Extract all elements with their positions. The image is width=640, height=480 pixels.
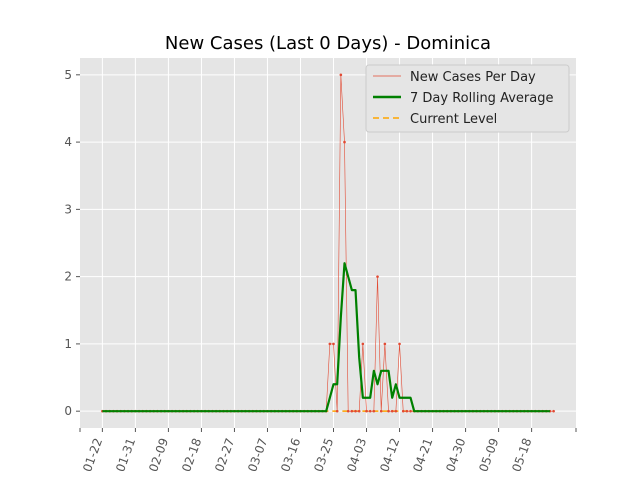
new-cases-point	[354, 409, 357, 413]
new-cases-point	[379, 409, 383, 413]
new-cases-point	[394, 409, 398, 413]
series-rolling-average-line	[102, 262, 550, 413]
legend-label-new-cases: New Cases Per Day	[410, 70, 536, 85]
y-tick-label: 5	[64, 68, 72, 82]
y-tick-label: 1	[64, 337, 72, 351]
grid	[80, 58, 576, 428]
new-cases-point	[552, 409, 555, 413]
legend-label-rolling-average: 7 Day Rolling Average	[410, 91, 553, 106]
y-tick-label: 4	[64, 135, 72, 149]
new-cases-point	[365, 409, 368, 413]
legend-label-current-level: Current Level	[410, 112, 497, 127]
new-cases-point	[390, 409, 394, 413]
new-cases-point	[328, 342, 332, 346]
new-cases-point	[332, 342, 335, 346]
new-cases-point	[409, 409, 412, 413]
new-cases-point	[339, 73, 343, 77]
new-cases-point	[387, 409, 390, 413]
new-cases-point	[398, 342, 401, 346]
legend: New Cases Per Day 7 Day Rolling Average …	[365, 64, 570, 133]
y-tick-label: 2	[64, 270, 72, 284]
new-cases-point	[383, 342, 387, 346]
new-cases-point	[361, 342, 365, 346]
new-cases-point	[350, 409, 354, 413]
new-cases-point	[372, 409, 376, 413]
new-cases-point	[346, 409, 350, 413]
new-cases-point	[335, 409, 339, 413]
new-cases-point	[343, 140, 346, 144]
new-cases-point	[368, 409, 372, 413]
chart-title: New Cases (Last 0 Days) - Dominica	[165, 33, 491, 54]
legend-box	[365, 64, 570, 133]
new-cases-point	[401, 409, 405, 413]
series-layer	[101, 73, 555, 413]
y-tick-label: 0	[64, 404, 72, 418]
new-cases-point	[405, 409, 409, 413]
new-cases-point	[376, 275, 379, 278]
new-cases-point	[357, 409, 361, 413]
y-tick-label: 3	[64, 202, 72, 216]
